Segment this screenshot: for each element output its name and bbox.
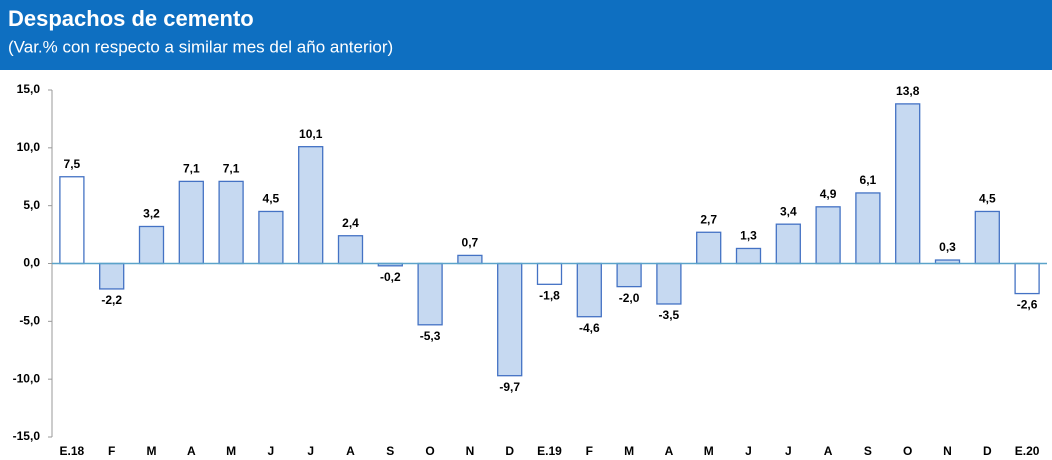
- x-tick-label: M: [226, 444, 236, 458]
- x-tick-label: A: [665, 444, 674, 458]
- x-tick-label: O: [903, 444, 912, 458]
- x-tick-label: J: [785, 444, 792, 458]
- x-tick-label: M: [624, 444, 634, 458]
- value-label: 2,7: [700, 212, 717, 226]
- value-label: 7,1: [223, 162, 240, 176]
- value-label: 4,5: [979, 192, 996, 206]
- x-tick-label: A: [346, 444, 355, 458]
- x-tick-label: J: [745, 444, 752, 458]
- x-tick-label: E.20: [1015, 444, 1040, 458]
- bar: [298, 146, 324, 265]
- bar: [178, 180, 204, 265]
- bar: [218, 180, 244, 265]
- value-label: -4,6: [579, 321, 600, 335]
- x-tick-label: D: [505, 444, 514, 458]
- value-label: -2,0: [619, 291, 640, 305]
- x-tick-label: F: [586, 444, 593, 458]
- bar: [735, 247, 762, 265]
- bar: [337, 235, 364, 265]
- x-tick-label: N: [943, 444, 952, 458]
- value-label: 3,2: [143, 207, 160, 221]
- value-label: 4,5: [263, 192, 280, 206]
- x-tick-label: E.18: [60, 444, 85, 458]
- value-label: 3,4: [780, 204, 797, 218]
- y-tick-label: 0,0: [23, 256, 40, 270]
- x-tick-label: E.19: [537, 444, 562, 458]
- x-tick-label: S: [386, 444, 394, 458]
- x-tick-label: O: [425, 444, 434, 458]
- chart-subtitle: (Var.% con respecto a similar mes del añ…: [8, 37, 393, 56]
- value-label: 7,1: [183, 162, 200, 176]
- bar: [696, 231, 722, 265]
- value-label: -0,2: [380, 270, 401, 284]
- bar: [815, 206, 841, 265]
- y-tick-label: -10,0: [13, 371, 41, 385]
- bar: [59, 176, 85, 265]
- x-tick-label: F: [108, 444, 115, 458]
- y-tick-label: 15,0: [17, 82, 41, 96]
- value-label: 13,8: [896, 84, 920, 98]
- value-label: 6,1: [860, 173, 877, 187]
- bar: [417, 262, 443, 326]
- bar: [457, 254, 483, 265]
- bar: [616, 262, 642, 288]
- bar: [775, 223, 801, 265]
- bar: [138, 225, 165, 265]
- bar: [99, 262, 125, 290]
- x-tick-label: J: [307, 444, 314, 458]
- bar: [895, 103, 921, 265]
- x-tick-label: J: [268, 444, 275, 458]
- value-label: -5,3: [420, 329, 441, 343]
- value-label: 10,1: [299, 127, 323, 141]
- value-label: -2,2: [101, 293, 122, 307]
- x-tick-label: D: [983, 444, 992, 458]
- y-tick-label: -5,0: [19, 314, 40, 328]
- y-tick-label: 5,0: [23, 198, 40, 212]
- bar: [855, 192, 881, 265]
- value-label: 2,4: [342, 216, 359, 230]
- bar: [1014, 262, 1040, 295]
- value-label: 4,9: [820, 187, 837, 201]
- y-tick-label: 10,0: [17, 140, 41, 154]
- x-tick-label: A: [187, 444, 196, 458]
- value-label: -9,7: [499, 380, 520, 394]
- value-label: 0,3: [939, 240, 956, 254]
- value-label: 7,5: [64, 157, 81, 171]
- x-tick-label: M: [704, 444, 714, 458]
- bar: [258, 210, 284, 265]
- value-label: -1,8: [539, 288, 560, 302]
- bar: [576, 262, 602, 318]
- value-label: 0,7: [462, 236, 479, 250]
- bar: [497, 262, 523, 377]
- value-label: -3,5: [659, 308, 680, 322]
- header-band: [0, 0, 1052, 70]
- bar: [656, 262, 682, 305]
- x-tick-label: M: [147, 444, 157, 458]
- value-label: 1,3: [740, 229, 757, 243]
- chart-title: Despachos de cemento: [8, 6, 254, 31]
- x-tick-label: N: [466, 444, 475, 458]
- bar: [974, 210, 1000, 265]
- value-label: -2,6: [1017, 298, 1038, 312]
- y-tick-label: -15,0: [13, 429, 41, 443]
- x-tick-label: A: [824, 444, 833, 458]
- x-tick-label: S: [864, 444, 872, 458]
- bar: [536, 262, 563, 285]
